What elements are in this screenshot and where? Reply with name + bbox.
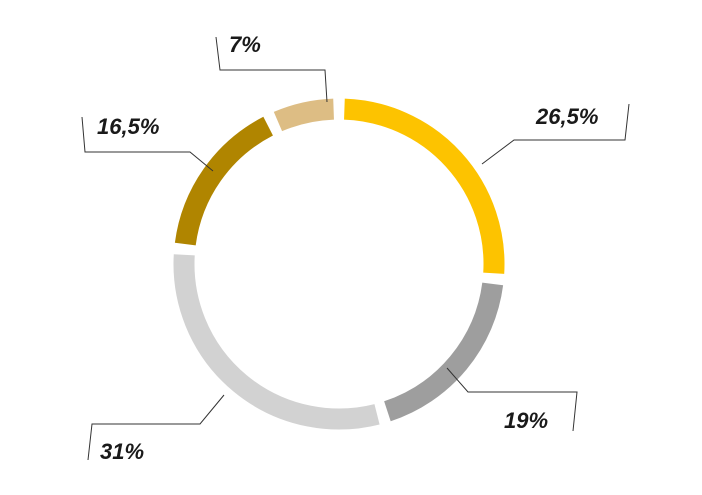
donut-slice-3 (173, 254, 380, 430)
leader-line-19 (446, 367, 578, 432)
slice-label-7: 7% (229, 32, 261, 57)
slice-label-31: 31% (100, 439, 144, 464)
slice-label-26-5: 26,5% (535, 104, 598, 129)
leader-line-16-5 (81, 116, 214, 172)
leader-line-26-5 (481, 103, 630, 165)
donut-slice-1 (343, 98, 505, 274)
donut-slice-5 (273, 98, 335, 132)
leader-lines (81, 36, 630, 461)
donut-arcs (173, 98, 505, 430)
donut-slice-2 (383, 282, 504, 422)
leader-line-31 (87, 394, 225, 461)
slice-label-19: 19% (504, 408, 548, 433)
leader-line-7 (215, 36, 328, 103)
slice-labels: 26,5% 19% 31% 16,5% 7% (97, 32, 598, 464)
donut-slice-4 (174, 116, 274, 246)
slice-label-16-5: 16,5% (97, 114, 159, 139)
